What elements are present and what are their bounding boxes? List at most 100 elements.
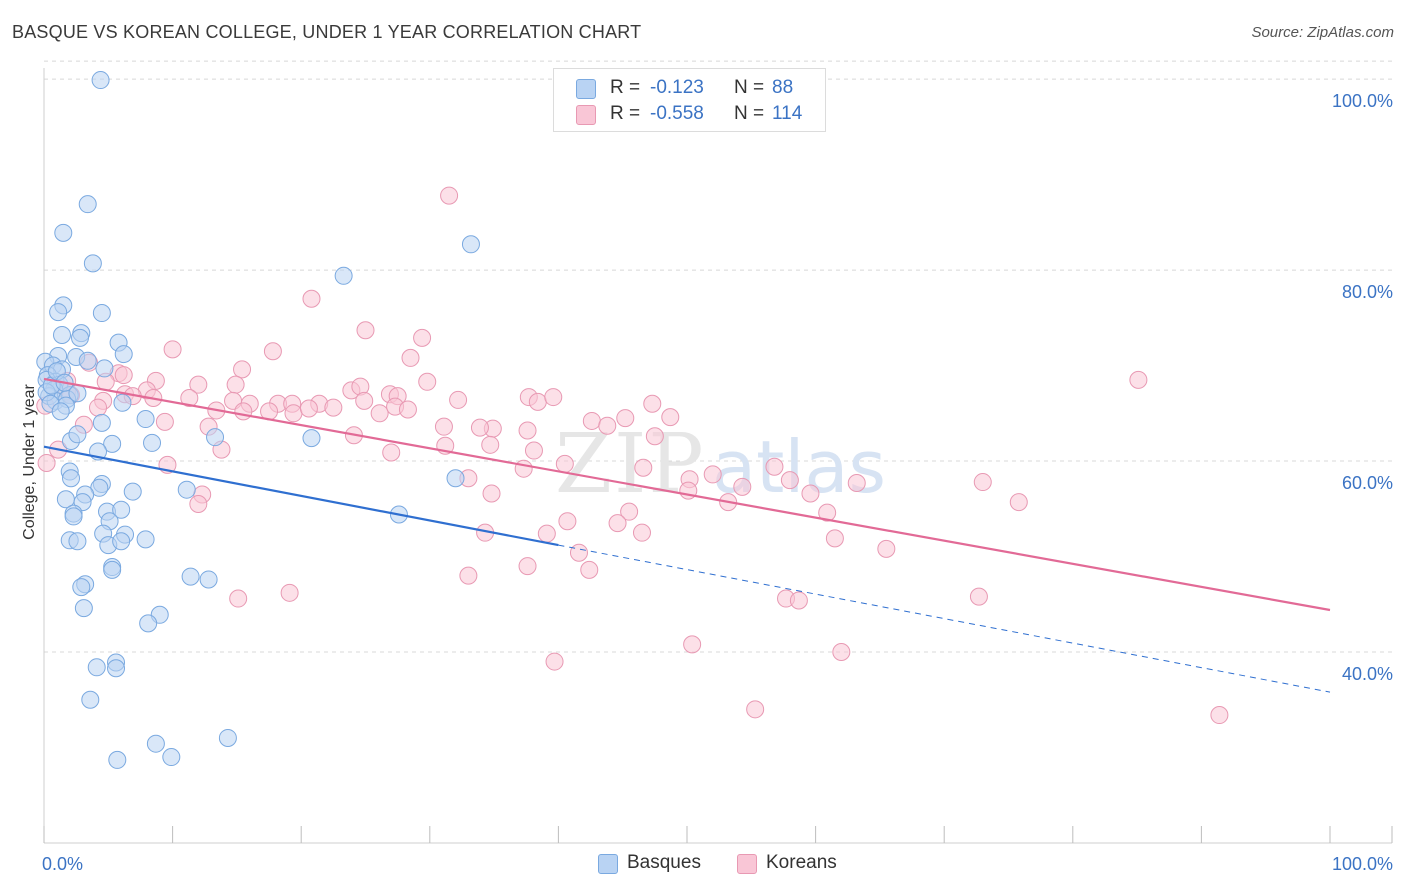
korean-point bbox=[229, 589, 248, 608]
trend-layer bbox=[43, 377, 1331, 693]
basque-point bbox=[162, 748, 181, 767]
korean-point bbox=[683, 635, 702, 654]
korean-point bbox=[263, 342, 282, 361]
korean-point bbox=[418, 372, 437, 391]
korean-point bbox=[661, 408, 680, 427]
basque-point bbox=[199, 570, 218, 589]
korean-point bbox=[537, 524, 556, 543]
basque-point bbox=[49, 303, 68, 322]
basque-point bbox=[218, 728, 237, 747]
korean-point bbox=[703, 465, 722, 484]
watermark-zip: ZIP bbox=[555, 417, 706, 512]
basque-point bbox=[461, 235, 480, 254]
korean-point bbox=[847, 474, 866, 493]
tick-labels: 40.0% 60.0% 80.0% 100.0% 0.0% 100.0% bbox=[42, 91, 1393, 874]
basque-point bbox=[302, 429, 321, 448]
korean-legend-label: Koreans bbox=[766, 852, 837, 873]
korean-point bbox=[324, 398, 343, 417]
korean-point bbox=[608, 514, 627, 533]
korean-point bbox=[598, 416, 617, 435]
korean-point bbox=[37, 453, 56, 472]
basque-point bbox=[78, 351, 97, 370]
basque-point bbox=[95, 359, 114, 378]
basque-point bbox=[114, 345, 133, 364]
basque-point bbox=[68, 532, 87, 551]
korean-point bbox=[398, 400, 417, 419]
korean-point bbox=[356, 321, 375, 340]
n-label: N = bbox=[734, 103, 765, 124]
basque-point bbox=[51, 402, 70, 421]
korean-point bbox=[558, 512, 577, 531]
korean-point bbox=[482, 484, 501, 503]
korean-point bbox=[401, 348, 420, 367]
korean-point bbox=[518, 557, 537, 576]
korean-point bbox=[234, 402, 253, 421]
n-value: 88 bbox=[772, 77, 794, 98]
korean-point bbox=[1009, 493, 1028, 512]
grid-layer bbox=[44, 60, 1392, 653]
korean-point bbox=[832, 643, 851, 662]
basque-point bbox=[136, 530, 155, 549]
basque-point bbox=[71, 328, 90, 347]
korean-point bbox=[877, 539, 896, 558]
korean-point bbox=[382, 443, 401, 462]
basque-point bbox=[103, 434, 122, 453]
korean-point bbox=[545, 652, 564, 671]
basque-point bbox=[112, 500, 131, 519]
y-axis-label: College, Under 1 year bbox=[21, 384, 38, 540]
korean-point bbox=[89, 398, 108, 417]
basque-point bbox=[91, 71, 110, 90]
x-tick-label: 0.0% bbox=[42, 854, 83, 874]
korean-point bbox=[481, 435, 500, 454]
korean-point bbox=[189, 495, 208, 514]
basque-point bbox=[74, 599, 93, 618]
basque-point bbox=[136, 410, 155, 429]
basque-point bbox=[112, 532, 131, 551]
korean-legend-swatch bbox=[737, 854, 757, 874]
r-label: R = bbox=[610, 77, 641, 98]
basque-trend-line bbox=[43, 445, 559, 547]
korean-point bbox=[413, 328, 432, 347]
korean-point bbox=[440, 186, 459, 205]
x-tick-label: 100.0% bbox=[1332, 854, 1393, 874]
korean-point bbox=[780, 471, 799, 490]
watermark-atlas: atlas bbox=[712, 425, 886, 509]
source-label: Source: ZipAtlas.com bbox=[1251, 24, 1394, 41]
korean-point bbox=[616, 409, 635, 428]
korean-point bbox=[355, 391, 374, 410]
korean-point bbox=[818, 503, 837, 522]
korean-point bbox=[733, 477, 752, 496]
basque-point bbox=[334, 266, 353, 285]
basque-point bbox=[92, 304, 111, 323]
korean-point bbox=[163, 340, 182, 359]
y-tick-label: 40.0% bbox=[1342, 664, 1393, 684]
korean-point bbox=[632, 523, 651, 542]
stats-legend: R = -0.123 N = 88 R = -0.558 N = 114 bbox=[553, 68, 826, 132]
basque-point bbox=[87, 658, 106, 677]
basque-legend-swatch bbox=[598, 854, 618, 874]
basque-point bbox=[92, 413, 111, 432]
basque-point bbox=[181, 567, 200, 586]
basque-point bbox=[206, 428, 225, 447]
basque-point bbox=[68, 425, 87, 444]
n-label: N = bbox=[734, 77, 765, 98]
korean-point bbox=[569, 543, 588, 562]
n-value: 114 bbox=[772, 103, 803, 124]
basque-swatch bbox=[576, 79, 596, 99]
basque-point bbox=[64, 507, 83, 526]
korean-point bbox=[280, 583, 299, 602]
korean-point bbox=[180, 389, 199, 408]
korean-point bbox=[459, 566, 478, 585]
basque-point bbox=[108, 750, 127, 769]
korean-point bbox=[370, 404, 389, 423]
korean-point bbox=[973, 473, 992, 492]
r-value: -0.558 bbox=[650, 103, 704, 124]
korean-point bbox=[226, 375, 245, 394]
korean-point bbox=[634, 458, 653, 477]
korean-point bbox=[620, 502, 639, 521]
korean-point bbox=[1129, 370, 1148, 389]
korean-point bbox=[1210, 706, 1229, 725]
basque-point bbox=[113, 393, 132, 412]
basque-point bbox=[81, 690, 100, 709]
